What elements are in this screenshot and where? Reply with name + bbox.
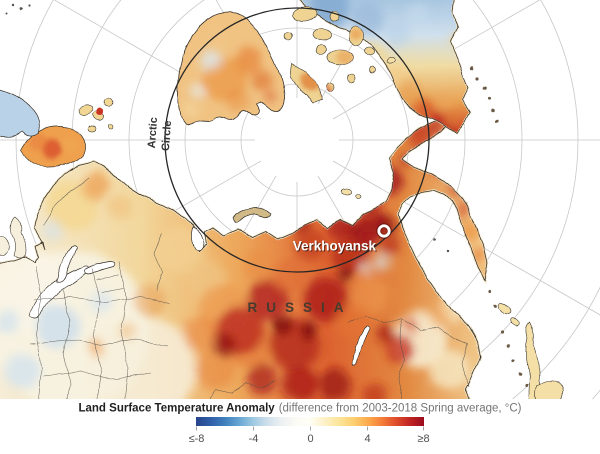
country-borders <box>29 0 469 399</box>
british-isles <box>0 215 27 260</box>
landmass-labrador <box>0 90 40 138</box>
legend-tick-3: 4 <box>364 433 370 445</box>
gulf-of-finland <box>83 261 116 276</box>
legend-tick-marks <box>196 426 424 431</box>
ocean-islets <box>7 3 450 254</box>
pacific-islands <box>340 57 564 399</box>
inland-seas <box>29 227 370 366</box>
lake-baikal <box>351 327 370 366</box>
novaya-zemlya <box>232 206 273 224</box>
legend: Land Surface Temperature Anomaly (differe… <box>0 399 600 454</box>
hokkaido-island <box>534 379 564 399</box>
legend-tick-4: ≥8 <box>417 433 429 445</box>
legend-tick-0: ≤-8 <box>189 433 205 445</box>
verkhoyansk-marker <box>376 223 392 239</box>
arctic-circle-label: Arctic Circle <box>146 117 174 152</box>
legend-tick-1: -4 <box>249 433 259 445</box>
verkhoyansk-label: Verkhoyansk Verkhoyansk <box>293 239 378 255</box>
svg-text:Circle: Circle <box>160 120 174 151</box>
landmass-iceland <box>21 126 86 169</box>
canadian-arctic-islands <box>283 6 376 105</box>
legend-tick-2: 0 <box>307 433 313 445</box>
svg-text:Arctic: Arctic <box>146 117 160 149</box>
legend-colorbar <box>196 417 424 426</box>
legend-tick-labels: ≤-8 -4 0 4 ≥8 <box>189 433 430 445</box>
legend-background <box>0 399 600 454</box>
aleutian-chain <box>470 66 498 123</box>
gulf-of-bothnia <box>57 245 78 283</box>
sakhalin-island <box>526 321 541 399</box>
svg-text:Verkhoyansk: Verkhoyansk <box>294 240 378 255</box>
arctic-circle-line <box>164 7 430 273</box>
svg-text:Verkhoyansk: Verkhoyansk <box>293 239 377 254</box>
white-sea <box>191 227 205 252</box>
russia-label: RUSSIA <box>247 300 352 315</box>
legend-title: Land Surface Temperature Anomaly (differe… <box>78 403 521 415</box>
kuril-chain <box>488 290 528 388</box>
canadian-islands-texture <box>300 28 362 98</box>
svalbard-islands <box>78 97 115 132</box>
map-canvas: Arctic Circle Verkhoyansk Verkhoyansk RU… <box>0 0 600 399</box>
landmass-greenland <box>177 12 285 126</box>
